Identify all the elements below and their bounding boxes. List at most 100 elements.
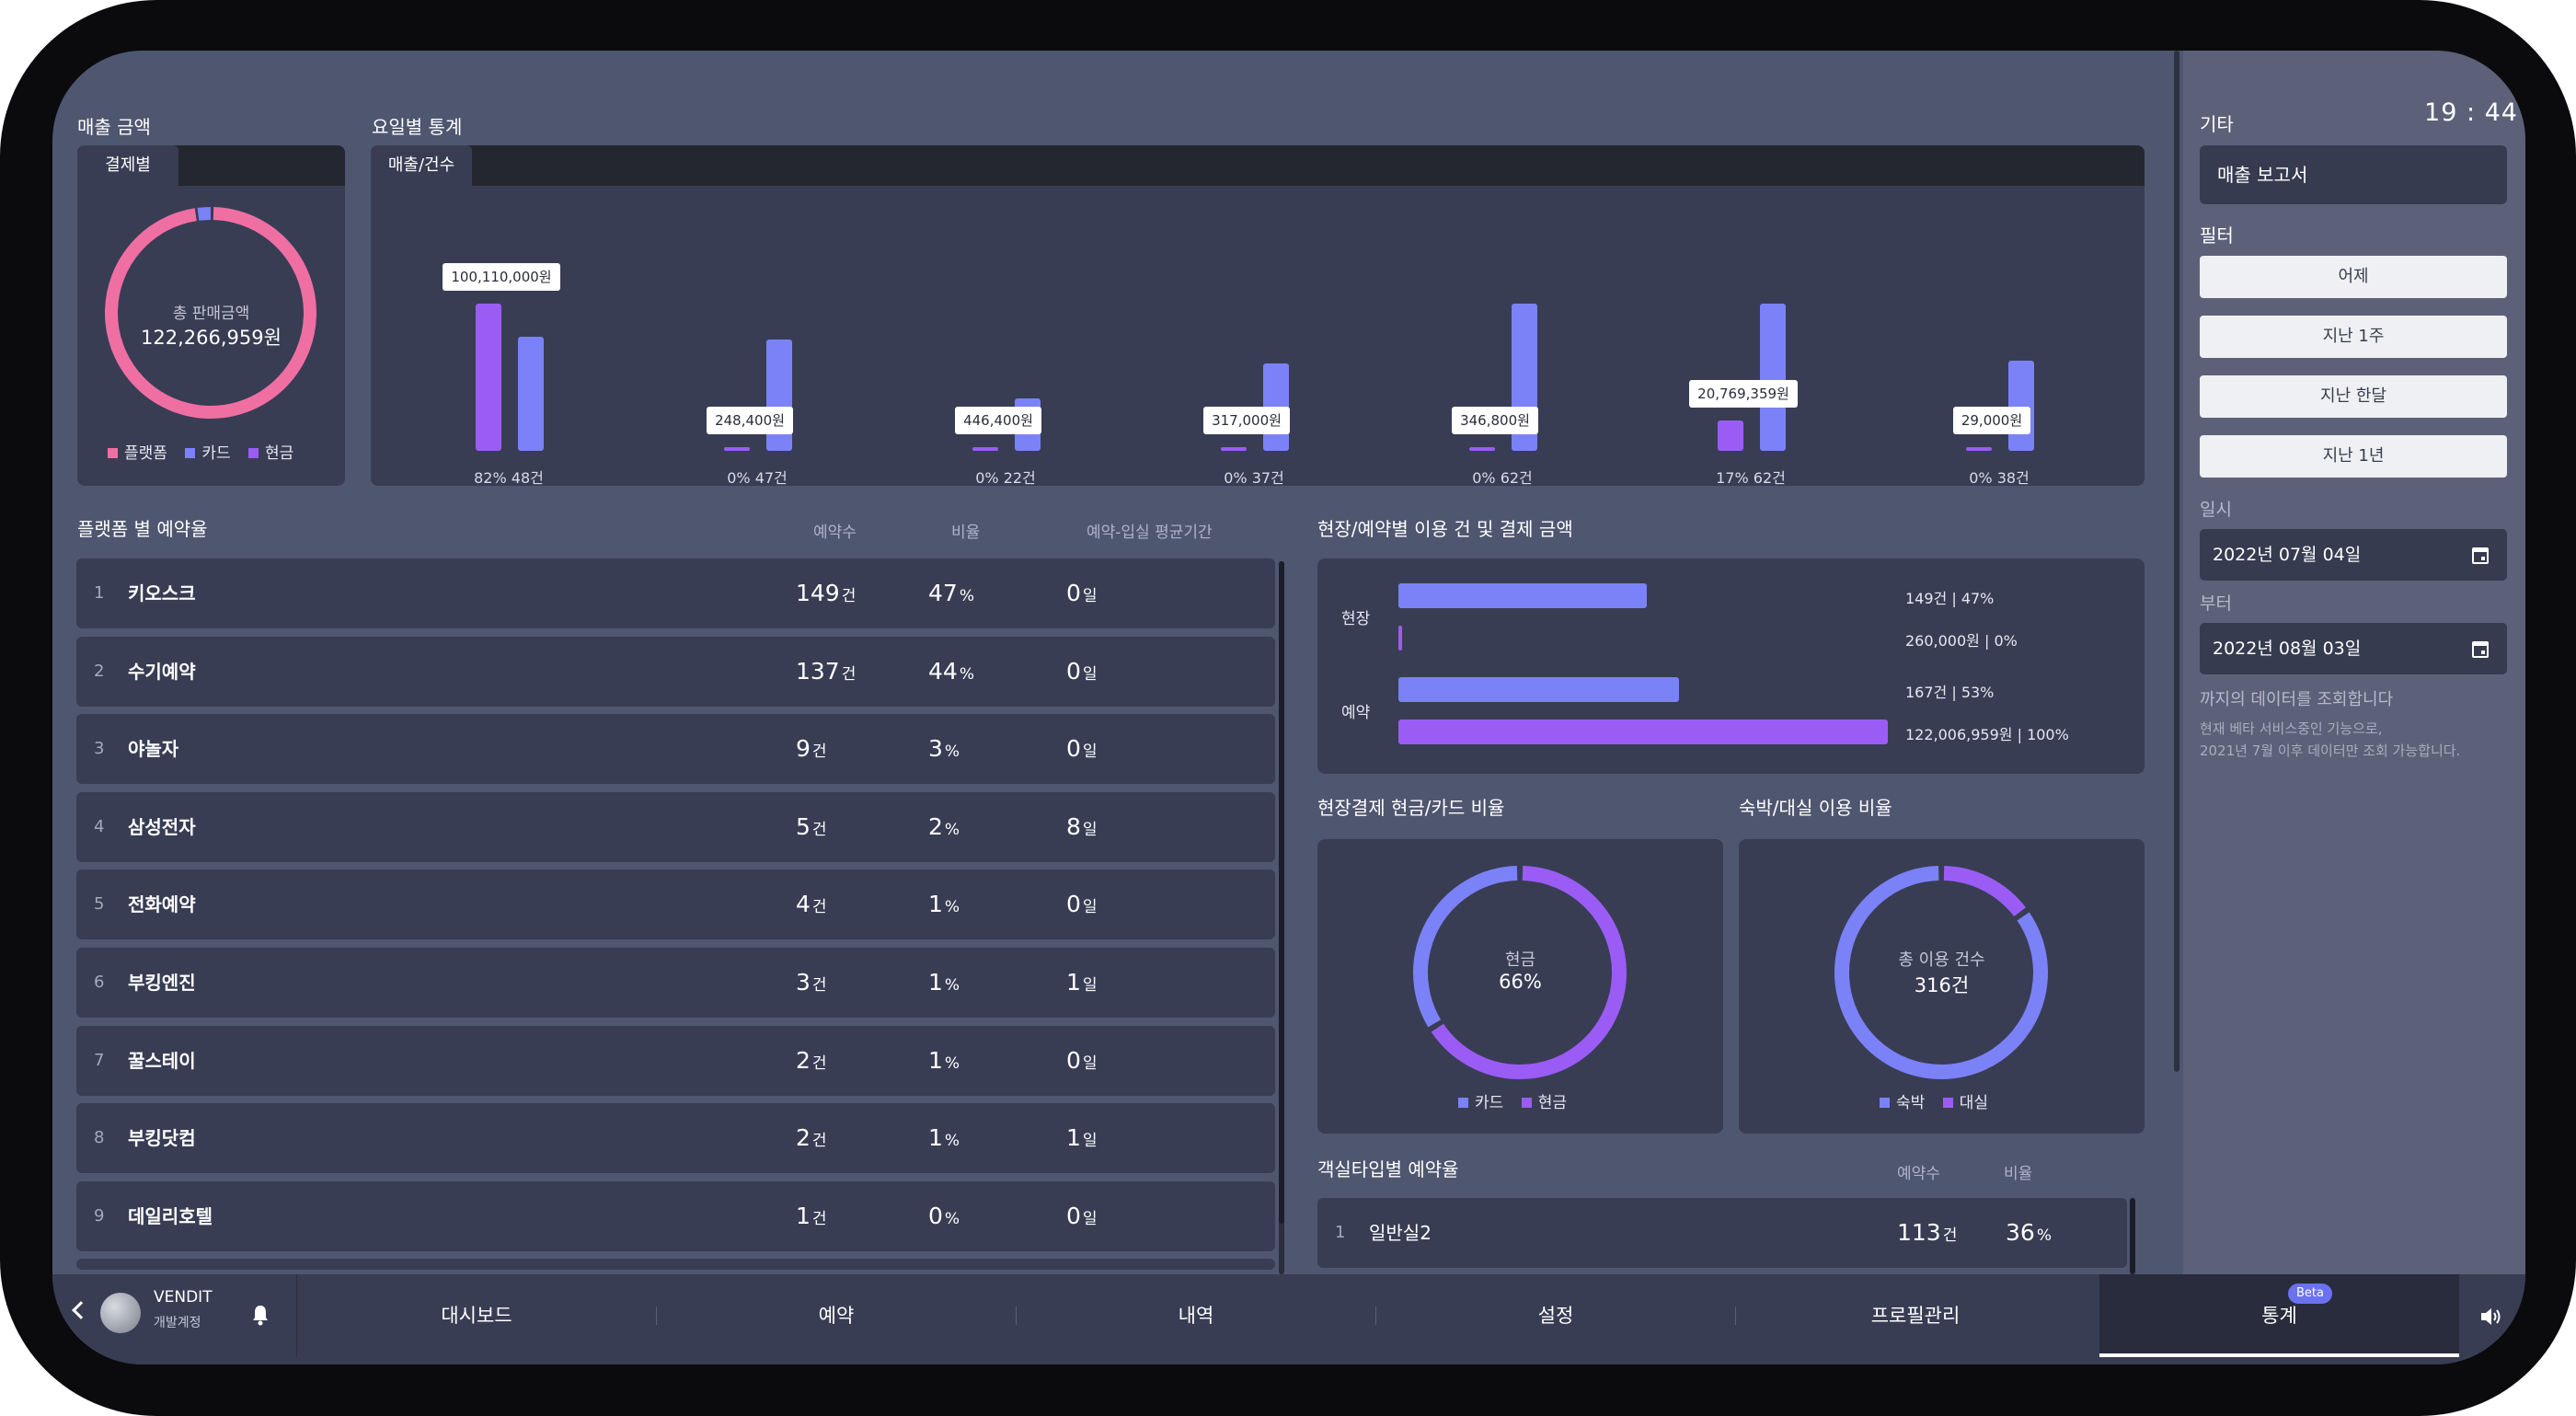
nav-reservation[interactable]: 예약 bbox=[818, 1305, 855, 1327]
ratio-label-6: 0% 38건 bbox=[1969, 469, 2030, 486]
sales-donut-chart bbox=[105, 207, 316, 419]
row-ratio: 1% bbox=[928, 969, 960, 996]
room-scrollbar[interactable] bbox=[2130, 1198, 2135, 1274]
day-label-3: 수요일 bbox=[1190, 484, 1318, 486]
table-row[interactable]: 6 부킹엔진 3 건 1% 1 일 bbox=[76, 948, 1275, 1018]
row-count: 113 건 bbox=[1897, 1219, 1958, 1246]
app-screen: 매출 금액 결제별 총 판매금액 122,266,959원 플랫폼 카드 현금 … bbox=[52, 51, 2525, 1364]
stay-center-label: 총 이용 건수 bbox=[1898, 950, 1985, 970]
sales-value-label-5: 20,769,359원 bbox=[1689, 379, 1798, 408]
sales-value-label-1: 248,400원 bbox=[707, 407, 793, 434]
table-row[interactable]: 3 야놀자 9 건 3% 0 일 bbox=[76, 714, 1275, 785]
tab-payment-type[interactable]: 결제별 bbox=[77, 145, 178, 186]
filter-title: 필터 bbox=[2200, 224, 2234, 247]
row-rank: 9 bbox=[94, 1205, 105, 1226]
nav-profile[interactable]: 프로필관리 bbox=[1870, 1305, 1961, 1327]
platform-col-avg: 예약-입실 평균기간 bbox=[1087, 524, 1213, 542]
ratio-label-1: 0% 47건 bbox=[727, 469, 788, 486]
start-date-field[interactable]: 2022년 07월 04일 bbox=[2200, 529, 2507, 581]
legend-swatch-rental bbox=[1942, 1098, 1953, 1108]
sales-report-button[interactable]: 매출 보고서 bbox=[2200, 145, 2507, 204]
bell-icon[interactable] bbox=[251, 1304, 270, 1326]
nav-dashboard[interactable]: 대시보드 bbox=[441, 1305, 512, 1327]
table-row[interactable]: 5 전화예약 4 건 1% 0 일 bbox=[76, 869, 1275, 940]
ratio-label-2: 0% 22건 bbox=[975, 469, 1036, 486]
filter-yesterday-button[interactable]: 어제 bbox=[2200, 256, 2507, 298]
legend-stay: 숙박 bbox=[1896, 1094, 1926, 1112]
start-date-value: 2022년 07월 04일 bbox=[2213, 545, 2362, 565]
account-name: VENDIT bbox=[154, 1288, 213, 1307]
weekday-tabstrip: 매출/건수 bbox=[371, 145, 2145, 186]
weekday-stats-title: 요일별 통계 bbox=[372, 116, 463, 138]
sales-amount-panel: 결제별 총 판매금액 122,266,959원 플랫폼 카드 현금 bbox=[77, 145, 345, 486]
cash-center-value: 66% bbox=[1499, 971, 1542, 993]
table-row[interactable]: 4 삼성전자 5 건 2% 8 일 bbox=[76, 791, 1275, 862]
nav-history[interactable]: 내역 bbox=[1178, 1305, 1214, 1327]
platform-col-count: 예약수 bbox=[813, 524, 857, 542]
legend-swatch-cash bbox=[248, 448, 259, 458]
table-row[interactable]: 1 일반실2 113 건 36% bbox=[1317, 1198, 2127, 1268]
calendar-icon[interactable] bbox=[2472, 547, 2489, 564]
table-row[interactable]: 2 수기예약 137 건 44% 0 일 bbox=[76, 636, 1275, 707]
filter-last-month-button[interactable]: 지난 한달 bbox=[2200, 375, 2507, 418]
usage-group-label-0: 현장 bbox=[1341, 610, 1371, 628]
day-label-0: 일요일 bbox=[444, 484, 573, 486]
row-rank: 5 bbox=[94, 894, 105, 915]
day-label-6: 토요일 bbox=[1935, 484, 2064, 486]
bar-sales-2 bbox=[972, 447, 998, 451]
table-row[interactable]: 1 키오스크 149 건 47% 0 일 bbox=[76, 558, 1275, 628]
platform-rate-title: 플랫폼 별 예약율 bbox=[77, 518, 208, 540]
day-label-5: 금요일 bbox=[1686, 484, 1815, 486]
avatar[interactable] bbox=[100, 1293, 141, 1333]
end-date-field[interactable]: 2022년 08월 03일 bbox=[2200, 623, 2507, 674]
table-row[interactable] bbox=[76, 1259, 1275, 1271]
usage-bar-chart: 현장 149건 | 47% 260,000원 | 0% 예약 167건 | 53% 122… bbox=[1317, 558, 2145, 774]
row-ratio: 1% bbox=[928, 891, 960, 918]
table-row[interactable]: 8 부킹닷컴 2 건 1% 1 일 bbox=[76, 1103, 1275, 1174]
row-platform-name: 데일리호텔 bbox=[128, 1204, 213, 1227]
nav-statistics[interactable]: 통계 Beta bbox=[2099, 1274, 2459, 1357]
legend-platform: 플랫폼 bbox=[124, 444, 167, 463]
weekday-bar-chart: 100,110,000원 82% 48건일요일 248,400원 0% 47건월요일 4… bbox=[371, 145, 2145, 486]
beta-note-line2: 2021년 7월 이후 데이터만 조회 가능합니다. bbox=[2200, 743, 2461, 759]
tab-sales-count[interactable]: 매출/건수 bbox=[371, 145, 472, 186]
sales-value-label-2: 446,400원 bbox=[955, 407, 1041, 434]
row-rank: 4 bbox=[94, 816, 105, 836]
filter-last-year-button[interactable]: 지난 1년 bbox=[2200, 435, 2507, 478]
speaker-icon[interactable] bbox=[2479, 1306, 2503, 1328]
main-scrollbar[interactable] bbox=[2174, 51, 2179, 1072]
row-room-name: 일반실2 bbox=[1369, 1222, 1432, 1244]
stay-type-legend: 숙박 대실 bbox=[1880, 1089, 1988, 1112]
beta-badge: Beta bbox=[2288, 1284, 2332, 1304]
room-col-count: 예약수 bbox=[1897, 1165, 1940, 1183]
bar-count-5 bbox=[1760, 304, 1786, 451]
filter-last-week-button[interactable]: 지난 1주 bbox=[2200, 316, 2507, 358]
back-chevron-icon[interactable] bbox=[72, 1301, 90, 1319]
table-row[interactable]: 9 데일리호텔 1 건 0% 0 일 bbox=[76, 1180, 1275, 1251]
room-col-ratio: 비율 bbox=[2004, 1165, 2033, 1183]
donut-segment-0 bbox=[105, 207, 316, 419]
ratio-label-5: 17% 62건 bbox=[1716, 469, 1786, 486]
usage-title: 현장/예약별 이용 건 및 결제 금액 bbox=[1317, 518, 1573, 540]
nav-divider bbox=[296, 1274, 297, 1357]
usage-amount-bar-0 bbox=[1398, 626, 1402, 650]
platform-scroll-thumb[interactable] bbox=[1279, 561, 1284, 1224]
stay-type-title: 숙박/대실 이용 비율 bbox=[1739, 797, 1892, 819]
nav-settings[interactable]: 설정 bbox=[1537, 1305, 1574, 1327]
calendar-icon[interactable] bbox=[2472, 641, 2489, 658]
platform-scrollbar[interactable] bbox=[1279, 561, 1284, 1274]
donut-segment-cash bbox=[1413, 866, 1627, 1079]
sidebar: 기타 19 : 44 매출 보고서 필터 어제 지난 1주 지난 한달 지난 1… bbox=[2183, 51, 2525, 1274]
sidebar-title: 기타 bbox=[2200, 113, 2234, 135]
table-row[interactable]: 7 꿀스테이 2 건 1% 0 일 bbox=[76, 1025, 1275, 1096]
row-ratio: 0% bbox=[928, 1202, 960, 1229]
